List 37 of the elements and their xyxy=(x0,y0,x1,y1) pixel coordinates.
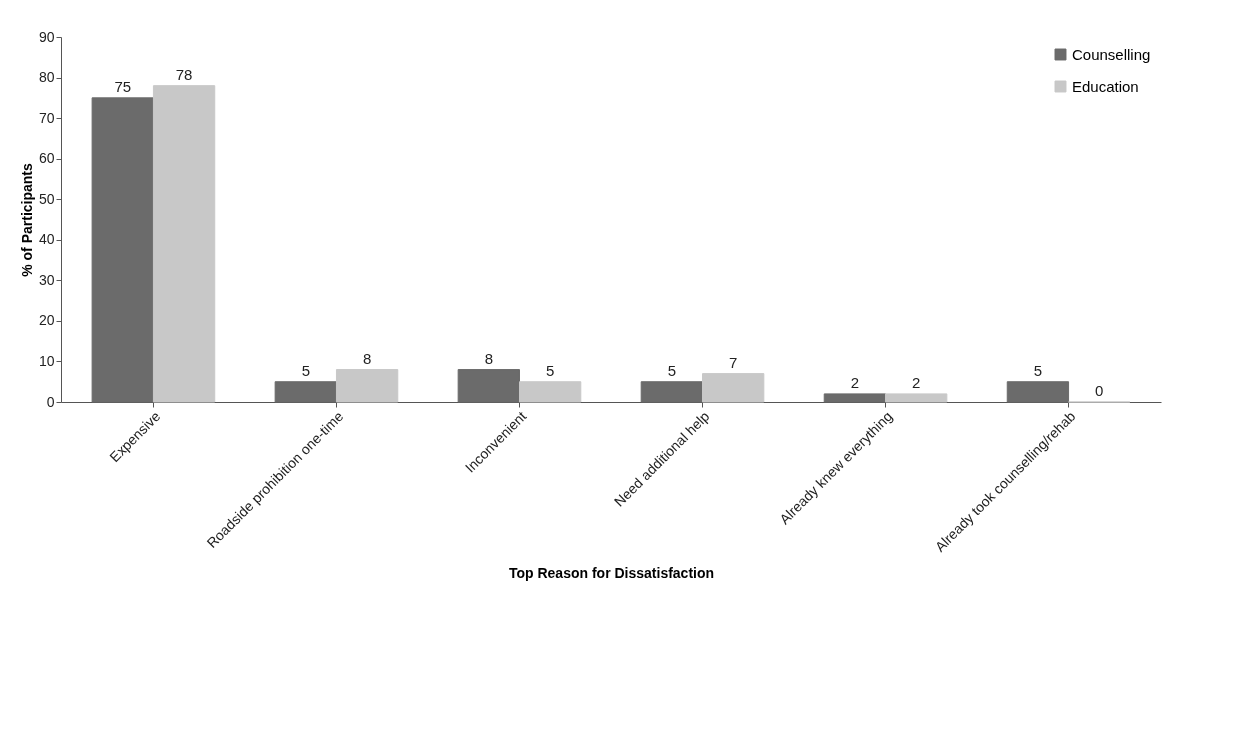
data-label: 7 xyxy=(729,353,738,371)
bar xyxy=(152,85,216,403)
data-label: 78 xyxy=(175,65,193,83)
bar xyxy=(702,373,765,403)
data-label: 8 xyxy=(362,349,372,367)
y-tick-label: 20 xyxy=(38,312,55,329)
y-axis-title: % of Participants xyxy=(18,163,35,277)
bar xyxy=(823,393,887,403)
y-tick-label: 50 xyxy=(38,190,55,207)
legend-label: Counselling xyxy=(1072,45,1151,63)
x-axis-title: Top Reason for Dissatisfaction xyxy=(508,564,715,581)
legend-label: Education xyxy=(1072,77,1139,95)
data-label: 5 xyxy=(667,361,677,379)
data-label: 5 xyxy=(301,361,310,379)
y-tick-label: 0 xyxy=(46,393,55,410)
bar xyxy=(518,381,582,403)
y-tick-label: 10 xyxy=(38,352,55,369)
y-tick-label: 30 xyxy=(38,271,55,288)
bar xyxy=(457,369,520,403)
data-label: 0 xyxy=(1095,382,1104,399)
bar xyxy=(885,393,948,403)
data-label: 75 xyxy=(114,77,132,95)
y-tick-label: 70 xyxy=(38,109,55,126)
data-label: 2 xyxy=(912,373,921,391)
data-label: 5 xyxy=(1033,361,1043,379)
y-tick-label: 80 xyxy=(38,69,55,86)
bar xyxy=(1006,381,1070,403)
data-label: 5 xyxy=(545,361,555,379)
bar xyxy=(335,369,399,403)
bar xyxy=(91,97,154,403)
y-tick-label: 40 xyxy=(38,231,55,248)
data-label: 8 xyxy=(484,349,493,367)
y-tick-label: 90 xyxy=(38,28,55,45)
bar xyxy=(640,381,704,403)
bar xyxy=(274,381,337,403)
data-label: 2 xyxy=(850,373,860,391)
y-tick-label: 60 xyxy=(38,150,55,167)
